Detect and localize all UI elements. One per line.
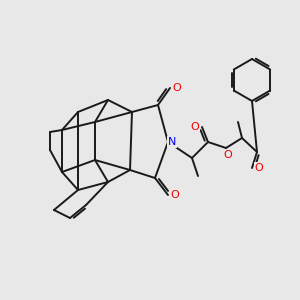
Text: O: O	[172, 83, 182, 93]
Text: O: O	[190, 122, 200, 132]
Text: O: O	[224, 150, 232, 160]
Text: O: O	[171, 190, 179, 200]
Text: O: O	[255, 163, 263, 173]
Text: N: N	[168, 137, 176, 147]
